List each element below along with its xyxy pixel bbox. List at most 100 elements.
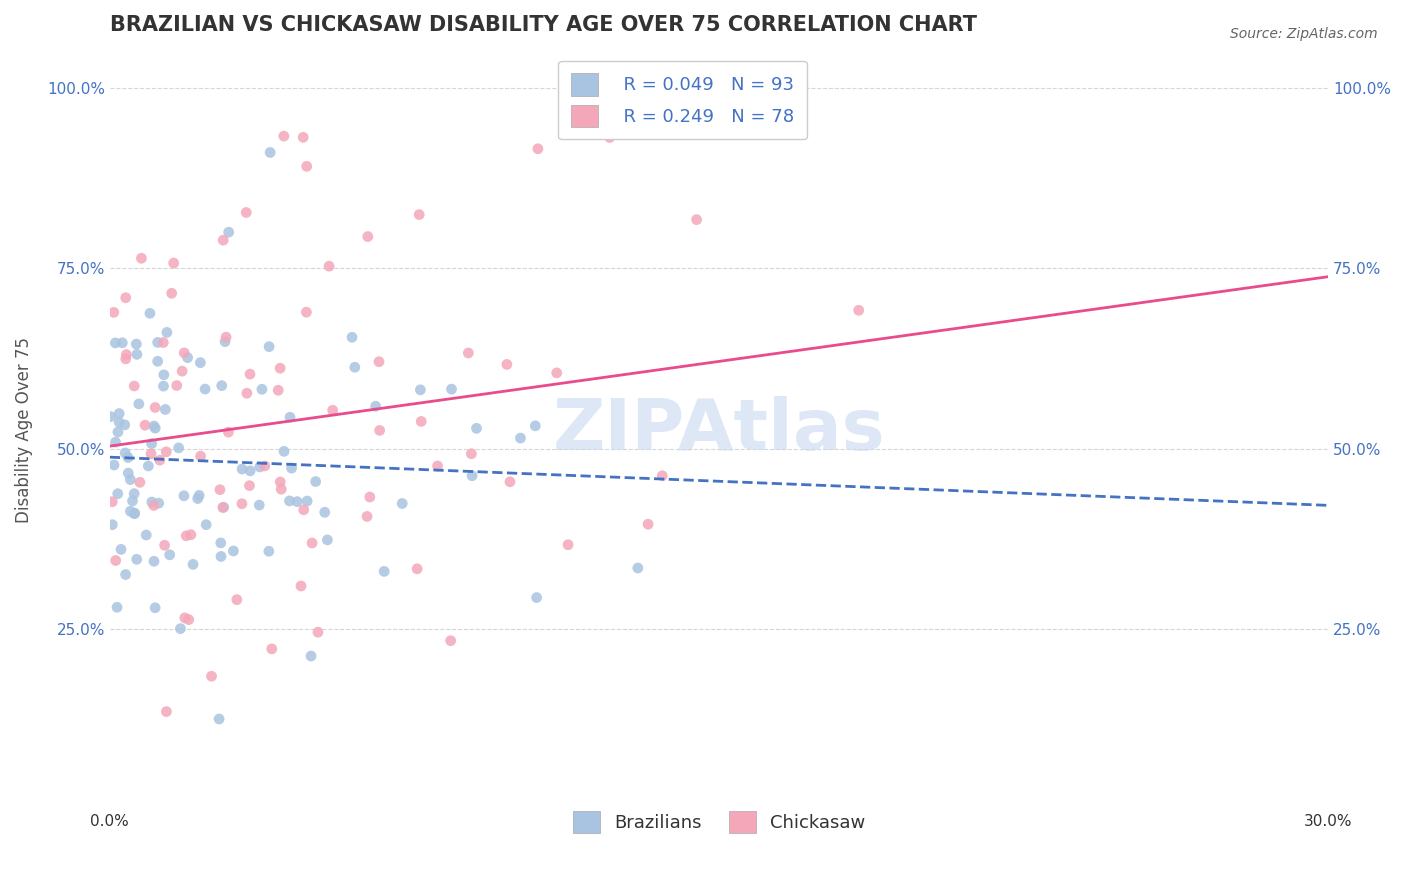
Point bbox=[120, 504, 142, 518]
Point bbox=[465, 421, 488, 435]
Point bbox=[125, 552, 148, 566]
Point bbox=[149, 453, 172, 467]
Point bbox=[114, 417, 136, 432]
Point bbox=[307, 625, 329, 640]
Point bbox=[146, 335, 169, 350]
Point bbox=[187, 491, 209, 506]
Point bbox=[172, 364, 194, 378]
Point bbox=[357, 229, 380, 244]
Point bbox=[173, 611, 195, 625]
Y-axis label: Disability Age Over 75: Disability Age Over 75 bbox=[15, 337, 32, 524]
Point bbox=[101, 517, 124, 532]
Point bbox=[685, 212, 707, 227]
Point bbox=[295, 305, 318, 319]
Point bbox=[239, 367, 262, 381]
Point bbox=[270, 482, 292, 496]
Point bbox=[257, 340, 280, 354]
Point bbox=[373, 565, 395, 579]
Point bbox=[114, 446, 136, 460]
Point bbox=[217, 425, 239, 439]
Point bbox=[222, 544, 245, 558]
Point bbox=[211, 378, 233, 392]
Point bbox=[301, 536, 323, 550]
Point bbox=[139, 306, 162, 320]
Point bbox=[143, 554, 166, 568]
Point bbox=[253, 458, 276, 473]
Point bbox=[190, 356, 212, 370]
Point bbox=[208, 712, 231, 726]
Point bbox=[146, 354, 169, 368]
Point bbox=[356, 509, 378, 524]
Point bbox=[215, 330, 238, 344]
Point bbox=[406, 562, 429, 576]
Point bbox=[135, 528, 157, 542]
Point bbox=[440, 633, 463, 648]
Point bbox=[212, 233, 235, 247]
Point bbox=[141, 436, 163, 450]
Point bbox=[457, 346, 479, 360]
Point bbox=[115, 348, 138, 362]
Point bbox=[104, 335, 127, 350]
Point bbox=[499, 475, 522, 489]
Point bbox=[408, 208, 430, 222]
Point bbox=[121, 494, 143, 508]
Point bbox=[180, 527, 202, 541]
Point bbox=[368, 354, 391, 368]
Point bbox=[211, 500, 233, 515]
Point bbox=[117, 466, 139, 480]
Point bbox=[411, 414, 433, 428]
Point bbox=[104, 435, 127, 450]
Point bbox=[125, 347, 148, 361]
Point bbox=[200, 669, 222, 683]
Point bbox=[218, 225, 240, 239]
Point bbox=[273, 444, 295, 458]
Point bbox=[238, 478, 260, 492]
Point bbox=[343, 360, 366, 375]
Point bbox=[247, 498, 270, 512]
Point bbox=[557, 538, 579, 552]
Point bbox=[440, 382, 463, 396]
Point bbox=[278, 494, 301, 508]
Point bbox=[108, 415, 131, 429]
Point bbox=[173, 489, 195, 503]
Legend: Brazilians, Chickasaw: Brazilians, Chickasaw bbox=[560, 798, 877, 846]
Point bbox=[295, 159, 318, 173]
Point bbox=[257, 544, 280, 558]
Point bbox=[177, 613, 200, 627]
Point bbox=[546, 366, 568, 380]
Point bbox=[174, 529, 197, 543]
Point bbox=[100, 409, 122, 424]
Point bbox=[208, 483, 231, 497]
Point bbox=[214, 334, 236, 349]
Point bbox=[848, 303, 870, 318]
Point bbox=[509, 431, 531, 445]
Point bbox=[627, 561, 650, 575]
Point bbox=[124, 506, 146, 520]
Point bbox=[120, 473, 142, 487]
Point bbox=[141, 495, 163, 509]
Point bbox=[295, 494, 318, 508]
Point bbox=[122, 486, 145, 500]
Point bbox=[129, 475, 152, 490]
Point bbox=[108, 407, 131, 421]
Point bbox=[269, 361, 291, 376]
Text: ZIPAtlas: ZIPAtlas bbox=[553, 396, 886, 465]
Point bbox=[194, 382, 217, 396]
Point bbox=[143, 421, 166, 435]
Point bbox=[368, 424, 391, 438]
Point bbox=[231, 497, 253, 511]
Point bbox=[195, 517, 218, 532]
Point bbox=[152, 379, 174, 393]
Point bbox=[176, 351, 198, 365]
Point bbox=[103, 305, 125, 319]
Point bbox=[260, 641, 283, 656]
Point bbox=[235, 205, 257, 219]
Point bbox=[527, 142, 550, 156]
Point bbox=[269, 475, 291, 489]
Point bbox=[148, 496, 170, 510]
Text: BRAZILIAN VS CHICKASAW DISABILITY AGE OVER 75 CORRELATION CHART: BRAZILIAN VS CHICKASAW DISABILITY AGE OV… bbox=[110, 15, 977, 35]
Point bbox=[152, 335, 174, 350]
Point bbox=[359, 490, 381, 504]
Point bbox=[125, 337, 148, 351]
Point bbox=[139, 447, 162, 461]
